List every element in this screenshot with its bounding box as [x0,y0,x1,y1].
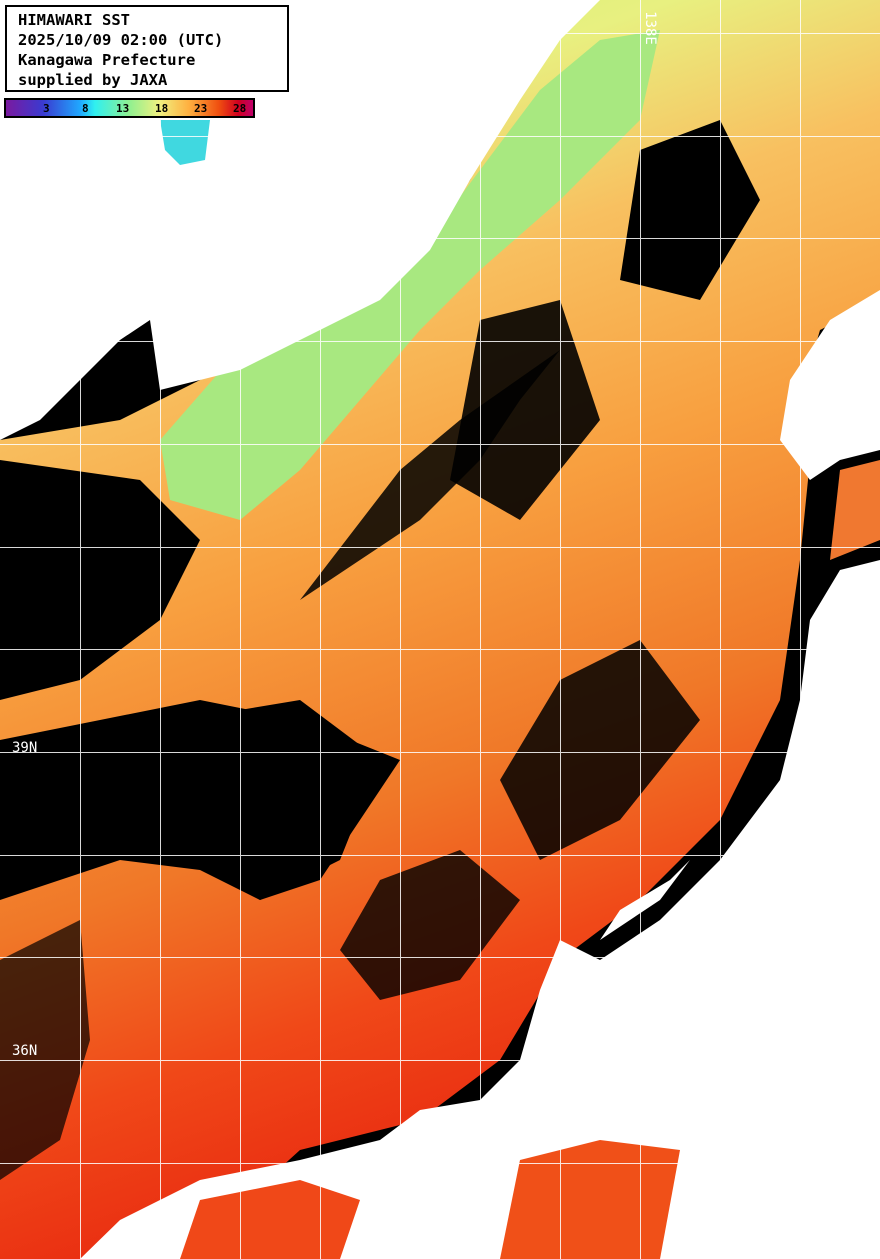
scale-tick: 3 [43,102,50,115]
scale-tick: 13 [116,102,130,115]
scale-tick: 23 [194,102,208,115]
map-credit: supplied by JAXA [18,71,168,89]
color-scale-bar: 3 8 13 18 23 28 [4,98,255,118]
scale-tick: 28 [233,102,247,115]
land-coastal-sst [160,120,880,1259]
lat-label-36n: 36N [12,1043,38,1059]
scale-tick: 18 [155,102,169,115]
info-box: HIMAWARI SST 2025/10/09 02:00 (UTC) Kana… [5,5,289,92]
lon-label-138e: 138E [641,11,658,45]
lat-label-39n: 39N [12,740,38,756]
scale-tick: 8 [82,102,89,115]
map-datetime: 2025/10/09 02:00 (UTC) [18,31,224,49]
map-region: Kanagawa Prefecture [18,51,196,69]
map-title: HIMAWARI SST [18,11,130,29]
